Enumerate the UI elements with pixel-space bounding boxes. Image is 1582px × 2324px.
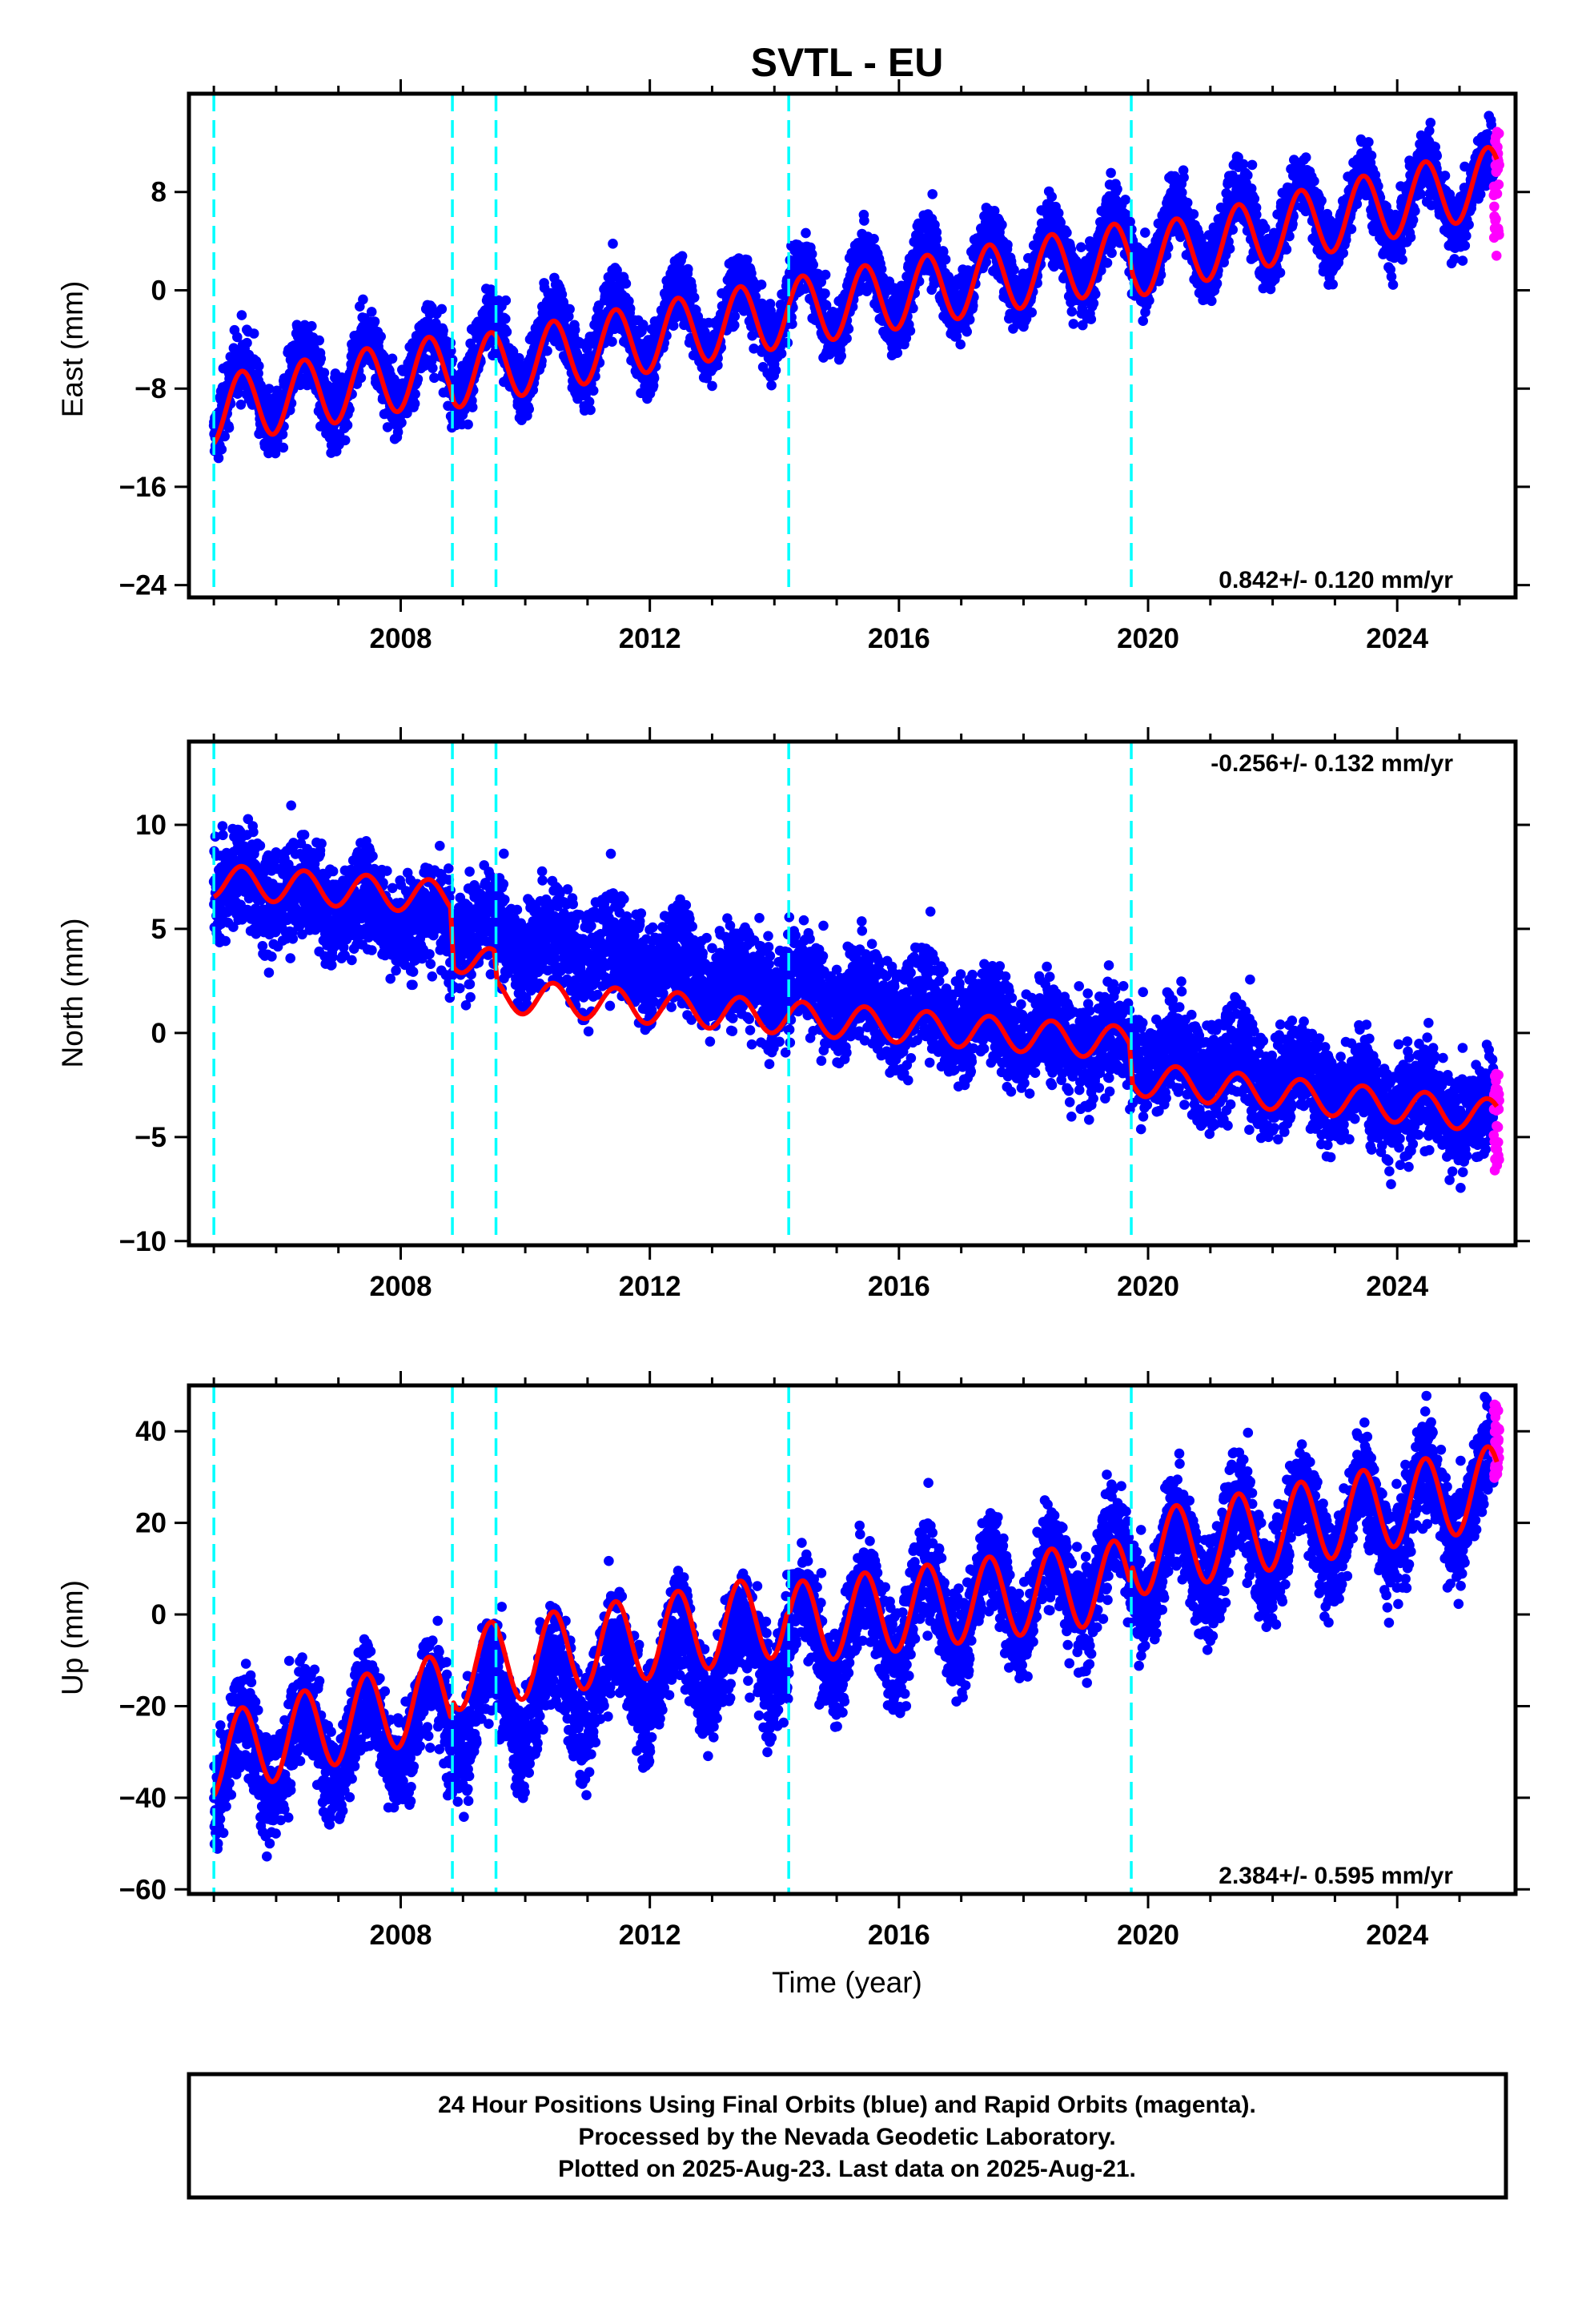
east-fit-line xyxy=(211,145,1500,445)
north-rapid-points xyxy=(1488,1068,1504,1176)
up-ytick-label-0: 0 xyxy=(151,1599,167,1630)
up-xtick-label-2016: 2016 xyxy=(868,1920,930,1951)
north-fit xyxy=(211,863,1500,1132)
north-final-points xyxy=(208,800,1499,1193)
north-frame xyxy=(187,739,1518,1248)
east-ytick-label--24: −24 xyxy=(119,570,167,601)
up-ytick-label-20: 20 xyxy=(135,1508,167,1539)
north-ytick-label-10: 10 xyxy=(135,810,167,841)
east-xtick-label-2008: 2008 xyxy=(370,623,432,654)
north-ylabel: North (mm) xyxy=(56,918,89,1068)
up-ytick-label--60: −60 xyxy=(119,1874,167,1905)
east-rate-label: 0.842+/- 0.120 mm/yr xyxy=(1219,567,1453,593)
north-axes: 2008 2012 2016 2020 2024 −10 −5 0 5 10 xyxy=(119,727,1530,1302)
caption-frame xyxy=(187,2072,1508,2200)
north-xtick-label-2016: 2016 xyxy=(868,1271,930,1302)
caption-line-1: 24 Hour Positions Using Final Orbits (bl… xyxy=(438,2092,1256,2118)
east-ytick-label--8: −8 xyxy=(135,373,167,404)
east-events xyxy=(212,94,1133,597)
up-xtick-label-2024: 2024 xyxy=(1366,1920,1428,1951)
up-fit xyxy=(211,1444,1500,1797)
north-events xyxy=(212,742,1133,1245)
east-frame xyxy=(187,91,1518,600)
up-rapid-points xyxy=(1488,1399,1504,1483)
east-ylabel: East (mm) xyxy=(56,281,89,418)
east-ytick-label-0: 0 xyxy=(151,275,167,306)
east-xtick-label-2012: 2012 xyxy=(619,623,681,654)
north-xtick-label-2008: 2008 xyxy=(370,1271,432,1302)
x-axis-label: Time (year) xyxy=(772,1966,922,1999)
up-events xyxy=(212,1385,1133,1894)
east-xtick-label-2016: 2016 xyxy=(868,623,930,654)
up-points xyxy=(209,1390,1504,1862)
east-rapid-points xyxy=(1488,127,1504,261)
north-fit-line xyxy=(211,863,1500,1132)
north-ytick-label--10: −10 xyxy=(119,1226,167,1257)
up-rate-label: 2.384+/- 0.595 mm/yr xyxy=(1219,1863,1453,1889)
north-xtick-label-2020: 2020 xyxy=(1117,1271,1179,1302)
east-fit xyxy=(211,145,1500,445)
up-ytick-label--40: −40 xyxy=(119,1783,167,1814)
panel-east: 2008 2012 2016 2020 2024 −24 −16 −8 0 8 East (mm)… xyxy=(56,79,1530,654)
up-ylabel: Up (mm) xyxy=(56,1580,89,1695)
caption-line-3: Plotted on 2025-Aug-23. Last data on 202… xyxy=(558,2156,1136,2182)
caption-box: 24 Hour Positions Using Final Orbits (bl… xyxy=(187,2072,1508,2200)
up-xtick-label-2012: 2012 xyxy=(619,1920,681,1951)
up-frame xyxy=(187,1383,1518,1896)
east-points xyxy=(208,111,1504,464)
panel-up: 2008 2012 2016 2020 2024 −60 −40 −20 0 20 40 Up (m… xyxy=(56,1371,1530,1999)
up-axes: 2008 2012 2016 2020 2024 −60 −40 −20 0 20 40 xyxy=(119,1371,1530,1951)
up-ytick-label--20: −20 xyxy=(119,1691,167,1722)
caption-line-2: Processed by the Nevada Geodetic Laborat… xyxy=(578,2124,1115,2150)
up-xtick-label-2008: 2008 xyxy=(370,1920,432,1951)
east-xtick-label-2024: 2024 xyxy=(1366,623,1428,654)
north-rate-label: -0.256+/- 0.132 mm/yr xyxy=(1211,750,1453,777)
north-xtick-label-2024: 2024 xyxy=(1366,1271,1428,1302)
north-xtick-label-2012: 2012 xyxy=(619,1271,681,1302)
north-ytick-label--5: −5 xyxy=(135,1122,167,1153)
east-axes: 2008 2012 2016 2020 2024 −24 −16 −8 0 8 xyxy=(119,79,1530,654)
east-xtick-label-2020: 2020 xyxy=(1117,623,1179,654)
east-ytick-label--16: −16 xyxy=(119,472,167,503)
east-ytick-label-8: 8 xyxy=(151,177,167,208)
north-points xyxy=(208,800,1504,1193)
up-final-points xyxy=(209,1390,1499,1862)
north-ytick-label-0: 0 xyxy=(151,1018,167,1049)
up-xtick-label-2020: 2020 xyxy=(1117,1920,1179,1951)
north-ytick-label-5: 5 xyxy=(151,914,167,945)
chart-title: SVTL - EU xyxy=(751,40,944,85)
panel-north: 2008 2012 2016 2020 2024 −10 −5 0 5 10 North (mm)… xyxy=(56,727,1530,1302)
up-fit-line xyxy=(211,1444,1500,1797)
up-ytick-label-40: 40 xyxy=(135,1416,167,1447)
